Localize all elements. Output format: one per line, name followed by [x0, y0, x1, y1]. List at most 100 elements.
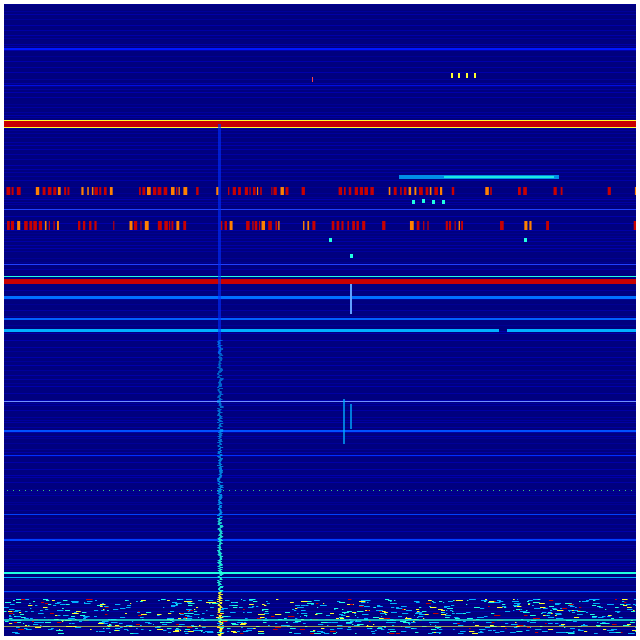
noise	[130, 603, 132, 604]
noise	[582, 601, 589, 602]
burst-segment	[458, 221, 461, 230]
vertical-streak	[219, 433, 223, 434]
noise	[626, 604, 631, 605]
noise	[453, 600, 455, 601]
noise	[439, 629, 443, 630]
vertical-streak	[217, 582, 220, 583]
vertical-streak	[217, 609, 222, 610]
noise	[381, 616, 383, 617]
noise	[194, 614, 197, 615]
vertical-streak	[219, 579, 223, 580]
faint-band	[4, 452, 636, 453]
noise	[97, 605, 103, 606]
noise	[406, 610, 412, 611]
noise	[104, 606, 109, 607]
noise	[5, 621, 9, 622]
noise	[58, 633, 64, 634]
vertical-streak	[219, 350, 222, 351]
vertical-streak	[217, 446, 221, 447]
vertical-streak	[218, 462, 221, 463]
dot	[373, 490, 374, 491]
dot	[169, 490, 170, 491]
noise	[188, 611, 190, 612]
noise	[371, 631, 375, 632]
vertical-streak	[219, 527, 223, 528]
vertical-streak	[218, 489, 223, 490]
noise	[310, 633, 316, 634]
dot	[313, 490, 314, 491]
noise	[260, 617, 265, 618]
noise	[217, 623, 223, 624]
faint-band	[4, 528, 636, 529]
vertical-streak	[218, 405, 222, 406]
noise	[450, 610, 453, 611]
burst-segment	[164, 221, 168, 230]
burst-segment	[146, 187, 151, 195]
noise	[403, 622, 410, 623]
noise	[373, 624, 375, 625]
burst-segment	[434, 187, 438, 195]
dot	[79, 490, 80, 491]
vertical-streak	[218, 353, 222, 354]
noise	[602, 622, 606, 623]
vertical-streak	[219, 517, 223, 518]
noise	[539, 603, 545, 604]
band-red	[4, 121, 636, 127]
noise	[94, 610, 99, 611]
noise	[275, 614, 282, 615]
faint-band	[4, 128, 636, 129]
vertical-streak	[219, 355, 224, 356]
noise	[448, 601, 453, 602]
burst-segment	[109, 187, 113, 195]
dot	[175, 490, 176, 491]
noise	[336, 632, 338, 633]
vertical-streak	[219, 613, 224, 614]
noise	[185, 633, 189, 634]
noise	[609, 632, 616, 633]
noise	[362, 614, 369, 615]
noise	[433, 602, 436, 603]
noise	[633, 610, 635, 611]
noise	[590, 614, 595, 615]
faint-band	[4, 107, 636, 108]
noise	[19, 612, 22, 613]
faint-band	[4, 417, 636, 418]
vertical-streak	[218, 354, 223, 355]
noise	[206, 602, 212, 603]
noise	[132, 621, 134, 622]
faint-band	[4, 432, 636, 433]
noise	[87, 601, 93, 602]
dot	[631, 490, 632, 491]
burst-segment	[388, 187, 391, 195]
noise	[543, 615, 546, 616]
dot	[415, 490, 416, 491]
vertical-streak	[217, 562, 222, 563]
noise	[267, 603, 270, 604]
noise	[82, 612, 87, 613]
dot	[319, 490, 320, 491]
noise	[9, 623, 13, 624]
vertical-streak	[219, 536, 224, 537]
vertical-streak	[219, 471, 223, 472]
burst-segment	[258, 221, 261, 230]
faint-band	[4, 216, 636, 217]
noise	[284, 618, 287, 619]
noise	[453, 623, 458, 624]
noise	[441, 610, 445, 611]
vertical-streak	[217, 428, 221, 429]
noise	[184, 601, 189, 602]
noise	[300, 629, 305, 630]
noise	[222, 608, 228, 609]
vertical-streak	[217, 465, 221, 466]
noise	[201, 618, 205, 619]
noise	[16, 602, 22, 603]
noise	[417, 617, 419, 618]
dot	[529, 490, 530, 491]
noise	[180, 613, 186, 614]
vertical-streak	[218, 497, 223, 498]
dot	[463, 490, 464, 491]
burst-segment	[408, 187, 412, 195]
vertical-streak	[218, 368, 223, 369]
noise	[480, 631, 483, 632]
vertical-streak	[218, 561, 223, 562]
